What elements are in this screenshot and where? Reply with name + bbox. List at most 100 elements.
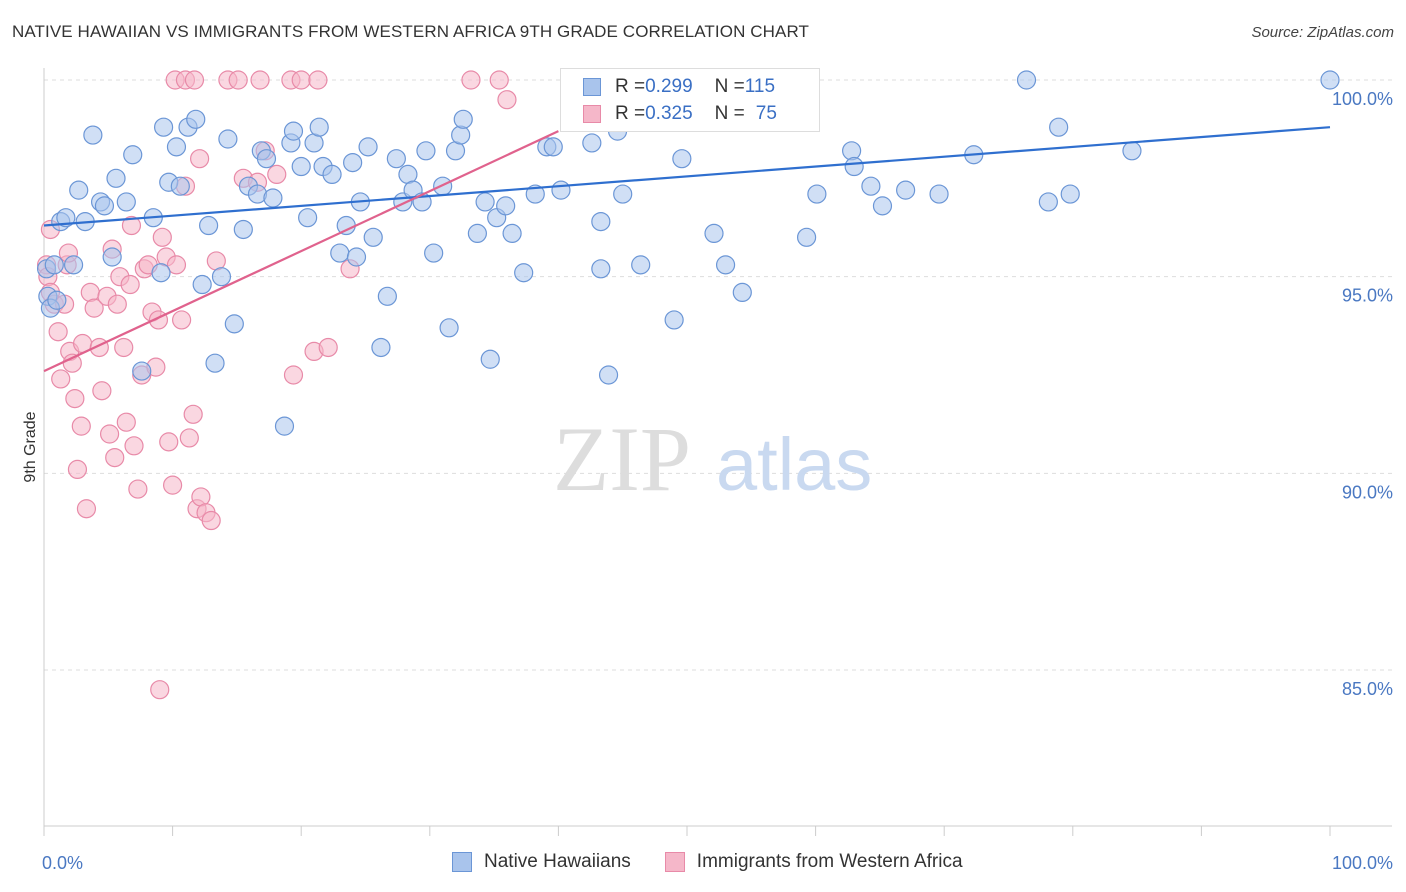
native-hawaiians-point [166,137,187,157]
native-hawaiians-point [298,208,318,228]
immigrants-western-africa-point [159,432,179,452]
native-hawaiians-point [377,286,397,306]
native-hawaiians-point [309,117,329,137]
immigrants-western-africa-point [250,70,270,90]
native-hawaiians-point [543,137,563,157]
native-hawaiians-point [94,196,115,216]
native-hawaiians-point [274,416,295,436]
native-hawaiians-point [346,247,367,267]
native-hawaiians-point [715,255,736,275]
native-hawaiians-point [842,141,862,161]
immigrants-western-africa-point [80,282,100,302]
immigrants-western-africa-point [291,70,311,90]
immigrants-western-africa-point [92,381,112,401]
native-hawaiians-point [451,125,471,145]
native-hawaiians-point [47,290,67,310]
series-label-immigrants: Immigrants from Western Africa [696,851,963,872]
native-hawaiians-point [192,274,212,295]
immigrants-western-africa-trend-line [43,130,559,373]
immigrants-western-africa-point [105,448,125,468]
native-hawaiians-point [807,184,827,204]
native-hawaiians-point [439,318,459,338]
native-hawaiians-point [386,149,406,169]
native-hawaiians-point [63,255,84,275]
immigrants-western-africa-point [190,149,210,169]
native-hawaiians-point [186,109,206,129]
immigrants-western-africa-point [128,479,148,499]
immigrants-western-africa-point [121,215,142,236]
native-hawaiians-point [233,219,253,240]
y-tick-labels: 85.0% 90.0% 95.0% 100.0% [1332,89,1393,699]
native-hawaiians-point [598,365,619,385]
native-hawaiians-point [283,121,304,141]
native-hawaiians-point [591,212,611,232]
native-hawaiians-point [291,156,311,177]
immigrants-western-africa-point [71,416,91,436]
native-hawaiians-point [861,176,881,196]
native-hawaiians-point [480,349,500,369]
native-hawaiians-point [132,361,152,381]
grid-lines [44,79,1392,671]
native-hawaiians-point [371,337,391,358]
native-hawaiians-points [36,70,1340,436]
native-hawaiians-point [591,259,611,279]
immigrants-western-africa-points [36,70,517,700]
immigrants-western-africa-point [152,227,172,247]
native-hawaiians-point [263,188,283,208]
native-hawaiians-point [363,227,383,247]
immigrants-western-africa-point [461,70,481,90]
y-axis-title: 9th Grade [22,411,39,482]
native-hawaiians-point [732,282,752,302]
native-hawaiians-point [1122,141,1142,161]
native-hawaiians-point [672,149,692,169]
native-hawaiians-point [475,192,495,212]
y-tick-label: 100.0% [1332,89,1393,109]
native-hawaiians-point [56,208,76,228]
immigrants-western-africa-point [51,369,71,389]
native-hawaiians-point [1016,70,1037,90]
y-tick-label: 95.0% [1342,286,1393,306]
native-hawaiians-point [151,263,171,283]
native-hawaiians-point [1320,70,1340,90]
native-hawaiians-point [1038,192,1058,212]
immigrants-western-africa-point [76,499,97,519]
native-hawaiians-point [358,137,378,157]
legend-n-label: N = [714,103,745,124]
native-hawaiians-point [631,255,651,275]
native-hawaiians-point [872,196,893,216]
native-hawaiians-point [205,353,225,373]
native-hawaiians-point [44,255,64,275]
immigrants-western-africa-point [84,298,104,318]
series-swatch-native-hawaiians [452,852,472,872]
native-hawaiians-point [424,243,444,263]
legend-n-label: N = [714,76,745,97]
series-legend: Native Hawaiians Immigrants from Western… [452,851,963,873]
immigrants-western-africa-point [114,337,134,358]
source-label: Source: ZipAtlas.com [1251,24,1394,41]
immigrants-western-africa-point [99,424,120,444]
y-tick-label: 90.0% [1342,482,1393,502]
native-hawaiians-point [467,223,487,243]
native-hawaiians-point [551,180,571,200]
legend-row-pink: R = 0.325 N = 75 [583,101,777,127]
native-hawaiians-point [153,117,174,137]
trend-lines [43,126,1331,373]
native-hawaiians-point [416,141,436,161]
native-hawaiians-point [330,243,350,263]
native-hawaiians-point [796,227,817,247]
watermark-zip: ZIP [553,408,691,510]
immigrants-western-africa-point [65,389,85,409]
native-hawaiians-point [343,153,363,173]
native-hawaiians-point [123,145,143,165]
immigrants-western-africa-point [228,70,248,90]
native-hawaiians-point [106,168,126,188]
immigrants-western-africa-point [67,459,88,479]
y-tick-label: 85.0% [1342,679,1393,699]
watermark-atlas: atlas [716,423,872,506]
immigrants-western-africa-point [489,70,509,90]
native-hawaiians-trend-line [43,126,1331,227]
watermark: ZIP atlas [553,408,872,510]
immigrants-western-africa-point [166,255,187,275]
native-hawaiians-point [1060,184,1080,204]
